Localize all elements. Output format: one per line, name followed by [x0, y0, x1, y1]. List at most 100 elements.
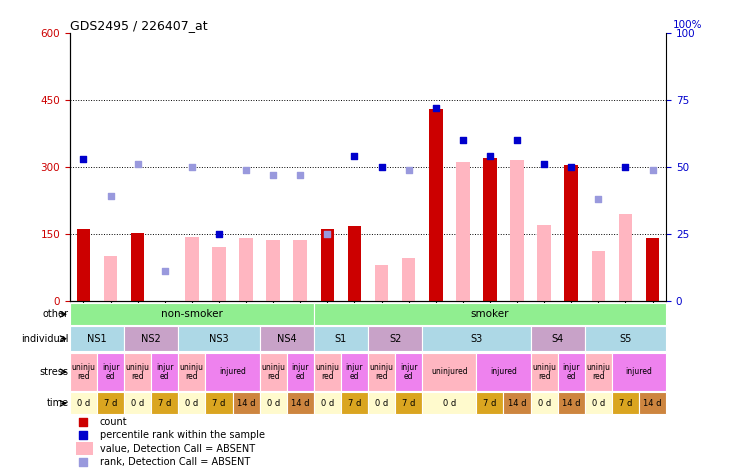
Text: percentile rank within the sample: percentile rank within the sample: [100, 430, 265, 440]
Point: [592, 195, 604, 203]
Text: injured: injured: [626, 367, 652, 376]
Text: 14 d: 14 d: [291, 399, 310, 408]
Text: NS4: NS4: [277, 334, 297, 344]
Bar: [185, 237, 199, 301]
Bar: [375, 265, 389, 301]
Bar: [205, 392, 233, 414]
Bar: [76, 442, 93, 456]
Point: [267, 171, 279, 179]
Text: injur
ed: injur ed: [102, 363, 119, 381]
Text: 7 d: 7 d: [402, 399, 415, 408]
Point: [105, 192, 116, 200]
Text: uninju
red: uninju red: [587, 363, 610, 381]
Text: 7 d: 7 d: [158, 399, 171, 408]
Text: S4: S4: [551, 334, 564, 344]
Text: 0 d: 0 d: [375, 399, 388, 408]
Bar: [429, 109, 442, 301]
Text: 14 d: 14 d: [237, 399, 255, 408]
Bar: [70, 303, 314, 325]
Point: [77, 459, 89, 466]
Bar: [645, 238, 659, 301]
Bar: [151, 353, 178, 391]
Text: uninju
red: uninju red: [180, 363, 204, 381]
Text: injured: injured: [490, 367, 517, 376]
Text: GDS2495 / 226407_at: GDS2495 / 226407_at: [70, 19, 208, 32]
Text: uninju
red: uninju red: [71, 363, 96, 381]
Text: 100%: 100%: [673, 20, 703, 30]
Text: non-smoker: non-smoker: [161, 309, 223, 319]
Text: 7 d: 7 d: [104, 399, 117, 408]
Text: S3: S3: [470, 334, 483, 344]
Text: 7 d: 7 d: [348, 399, 361, 408]
Point: [403, 166, 414, 173]
Bar: [70, 353, 97, 391]
Bar: [612, 392, 639, 414]
Point: [132, 160, 144, 168]
Bar: [612, 353, 666, 391]
Bar: [97, 353, 124, 391]
Bar: [395, 392, 422, 414]
Point: [620, 163, 631, 171]
Bar: [178, 353, 205, 391]
Point: [294, 171, 306, 179]
Bar: [483, 158, 497, 301]
Bar: [212, 247, 226, 301]
Bar: [531, 353, 558, 391]
Point: [77, 431, 89, 439]
Text: time: time: [46, 398, 68, 409]
Bar: [260, 353, 287, 391]
Text: S2: S2: [389, 334, 401, 344]
Point: [484, 152, 496, 160]
Bar: [260, 392, 287, 414]
Bar: [510, 160, 524, 301]
Text: 7 d: 7 d: [212, 399, 226, 408]
Bar: [531, 326, 585, 351]
Point: [322, 230, 333, 237]
Bar: [395, 353, 422, 391]
Bar: [178, 326, 260, 351]
Bar: [558, 392, 585, 414]
Bar: [585, 353, 612, 391]
Bar: [347, 226, 361, 301]
Bar: [341, 392, 368, 414]
Text: uninju
red: uninju red: [261, 363, 285, 381]
Bar: [70, 326, 124, 351]
Bar: [151, 392, 178, 414]
Text: 14 d: 14 d: [562, 399, 581, 408]
Bar: [456, 163, 470, 301]
Bar: [585, 326, 666, 351]
Text: other: other: [43, 309, 68, 319]
Bar: [124, 353, 151, 391]
Text: injur
ed: injur ed: [400, 363, 417, 381]
Text: 0 d: 0 d: [592, 399, 605, 408]
Bar: [341, 353, 368, 391]
Bar: [368, 392, 395, 414]
Text: S1: S1: [335, 334, 347, 344]
Bar: [537, 225, 551, 301]
Text: injur
ed: injur ed: [346, 363, 363, 381]
Bar: [124, 392, 151, 414]
Bar: [422, 353, 476, 391]
Text: 0 d: 0 d: [537, 399, 551, 408]
Bar: [314, 392, 341, 414]
Point: [186, 163, 198, 171]
Bar: [266, 240, 280, 301]
Text: 14 d: 14 d: [643, 399, 662, 408]
Text: NS3: NS3: [209, 334, 229, 344]
Bar: [260, 326, 314, 351]
Bar: [639, 392, 666, 414]
Text: 0 d: 0 d: [185, 399, 199, 408]
Bar: [233, 392, 260, 414]
Point: [430, 104, 442, 112]
Bar: [239, 238, 253, 301]
Point: [77, 155, 89, 163]
Point: [240, 166, 252, 173]
Text: 0 d: 0 d: [442, 399, 456, 408]
Bar: [104, 256, 117, 301]
Point: [457, 137, 469, 144]
Text: 0 d: 0 d: [321, 399, 334, 408]
Point: [213, 230, 225, 237]
Text: 0 d: 0 d: [131, 399, 144, 408]
Bar: [558, 353, 585, 391]
Point: [565, 163, 577, 171]
